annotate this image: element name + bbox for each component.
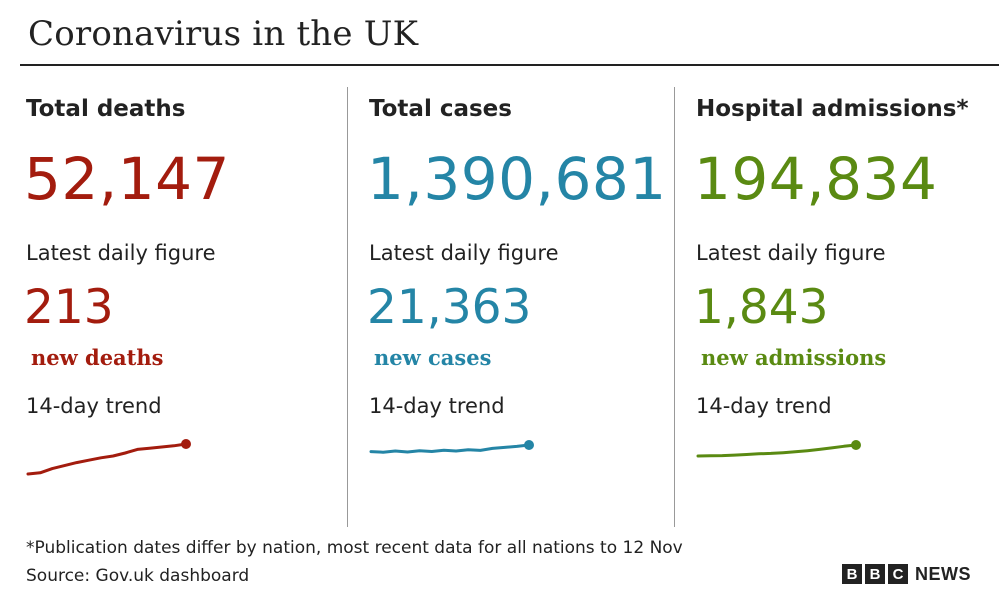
source-note: Source: Gov.uk dashboard bbox=[26, 566, 250, 586]
logo-letter-b2: B bbox=[865, 564, 885, 584]
deaths-daily-value: 213 bbox=[24, 280, 114, 335]
trend-endpoint bbox=[851, 440, 861, 450]
footnote: *Publication dates differ by nation, mos… bbox=[26, 538, 683, 558]
trend-line bbox=[26, 442, 188, 476]
deaths-heading: Total deaths bbox=[26, 96, 186, 122]
page-title: Coronavirus in the UK bbox=[28, 14, 419, 54]
cases-daily-unit: new cases bbox=[374, 345, 492, 370]
deaths-daily-label: Latest daily figure bbox=[26, 241, 216, 265]
deaths-column: Total deaths 52,147 Latest daily figure … bbox=[24, 66, 326, 536]
title-rule bbox=[20, 64, 999, 66]
cases-heading: Total cases bbox=[369, 96, 512, 122]
cases-column: Total cases 1,390,681 Latest daily figur… bbox=[367, 66, 669, 536]
admissions-daily-label: Latest daily figure bbox=[696, 241, 886, 265]
deaths-trend-label: 14-day trend bbox=[26, 394, 162, 418]
cases-daily-value: 21,363 bbox=[367, 280, 532, 335]
deaths-daily-unit: new deaths bbox=[31, 345, 164, 370]
cases-total: 1,390,681 bbox=[367, 145, 667, 213]
cases-trend-label: 14-day trend bbox=[369, 394, 505, 418]
admissions-trend-label: 14-day trend bbox=[696, 394, 832, 418]
admissions-column: Hospital admissions* 194,834 Latest dail… bbox=[694, 66, 996, 536]
logo-letter-c: C bbox=[888, 564, 908, 584]
logo-letter-b1: B bbox=[842, 564, 862, 584]
trend-endpoint bbox=[524, 440, 534, 450]
deaths-total: 52,147 bbox=[24, 145, 230, 213]
admissions-daily-unit: new admissions bbox=[701, 345, 887, 370]
cases-trend-chart bbox=[369, 440, 534, 454]
cases-daily-label: Latest daily figure bbox=[369, 241, 559, 265]
logo-word-news: NEWS bbox=[915, 563, 971, 584]
trend-line bbox=[369, 443, 531, 454]
admissions-total: 194,834 bbox=[694, 145, 938, 213]
deaths-trend-chart bbox=[26, 439, 191, 476]
column-divider-1 bbox=[347, 87, 348, 527]
trend-line bbox=[696, 443, 858, 458]
column-divider-2 bbox=[674, 87, 675, 527]
admissions-heading: Hospital admissions* bbox=[696, 96, 969, 122]
admissions-trend-chart bbox=[696, 440, 861, 458]
admissions-daily-value: 1,843 bbox=[694, 280, 829, 335]
trend-endpoint bbox=[181, 439, 191, 449]
bbc-news-logo: B B C NEWS bbox=[842, 563, 971, 585]
